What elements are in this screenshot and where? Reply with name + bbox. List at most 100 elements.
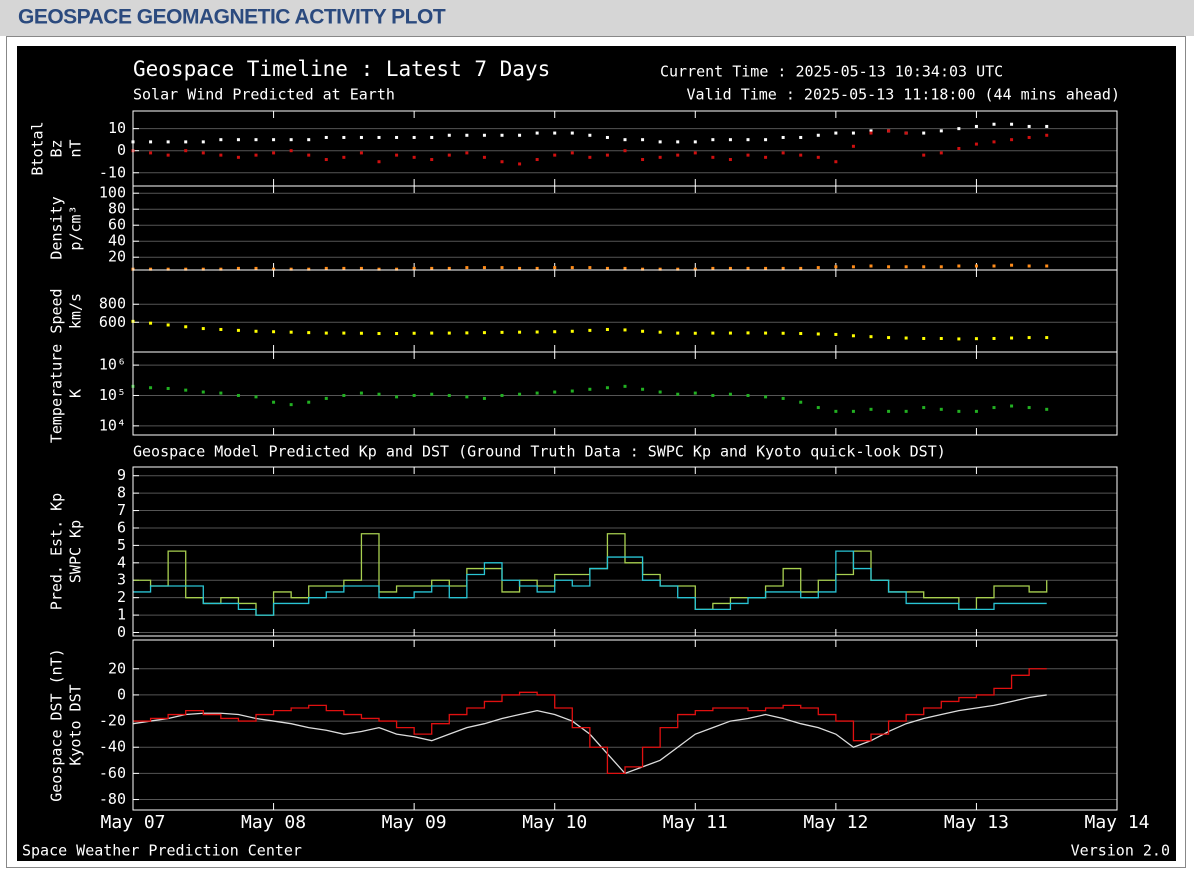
data-point xyxy=(307,153,311,157)
y-tick-label: 20 xyxy=(108,248,126,266)
data-point xyxy=(395,153,399,157)
data-point xyxy=(746,393,750,397)
data-point xyxy=(535,391,539,395)
data-point xyxy=(816,133,820,137)
data-point xyxy=(272,267,276,271)
data-point xyxy=(219,153,223,157)
data-point xyxy=(676,140,680,144)
data-point xyxy=(746,331,750,335)
data-point xyxy=(149,140,153,144)
data-point xyxy=(184,140,188,144)
data-point xyxy=(816,332,820,336)
data-point xyxy=(518,330,522,334)
data-point xyxy=(359,151,363,155)
data-point xyxy=(799,153,803,157)
axis-label: K xyxy=(67,389,85,398)
data-point xyxy=(219,327,223,331)
data-point xyxy=(588,133,592,137)
y-tick-label: 10⁴ xyxy=(99,416,126,434)
data-point xyxy=(869,264,873,268)
data-point xyxy=(482,133,486,137)
data-point xyxy=(570,266,574,270)
data-point xyxy=(869,335,873,339)
data-point xyxy=(324,396,328,400)
data-point xyxy=(887,129,891,133)
y-tick-label: 40 xyxy=(108,232,126,250)
data-point xyxy=(219,138,223,142)
data-point xyxy=(500,393,504,397)
data-point xyxy=(1027,406,1031,410)
data-point xyxy=(465,151,469,155)
data-point xyxy=(922,406,926,410)
plot-background xyxy=(17,46,1176,861)
data-point xyxy=(254,266,258,270)
data-point xyxy=(324,135,328,139)
data-point xyxy=(465,395,469,399)
data-point xyxy=(482,396,486,400)
data-point xyxy=(957,409,961,413)
data-point xyxy=(764,155,768,159)
y-tick-label: 6 xyxy=(117,518,126,536)
data-point xyxy=(816,266,820,270)
data-point xyxy=(553,266,557,270)
data-point xyxy=(605,266,609,270)
data-point xyxy=(518,133,522,137)
data-point xyxy=(781,331,785,335)
data-point xyxy=(992,336,996,340)
data-point xyxy=(658,390,662,394)
data-point xyxy=(641,387,645,391)
data-point xyxy=(201,267,205,271)
data-point xyxy=(149,267,153,271)
data-point xyxy=(623,384,627,388)
data-point xyxy=(781,396,785,400)
data-point xyxy=(939,407,943,411)
data-point xyxy=(974,124,978,128)
y-tick-label: 10 xyxy=(108,119,126,137)
data-point xyxy=(342,135,346,139)
data-point xyxy=(676,153,680,157)
data-point xyxy=(219,267,223,271)
data-point xyxy=(641,267,645,271)
data-point xyxy=(254,329,258,333)
data-point xyxy=(201,327,205,331)
x-tick-label: May 11 xyxy=(663,812,728,833)
data-point xyxy=(289,267,293,271)
data-point xyxy=(166,153,170,157)
data-point xyxy=(447,153,451,157)
data-point xyxy=(676,331,680,335)
x-tick-label: May 07 xyxy=(100,812,165,833)
y-tick-label: -40 xyxy=(99,738,126,756)
axis-label: Btotal xyxy=(29,121,47,175)
data-point xyxy=(887,265,891,269)
data-point xyxy=(412,155,416,159)
data-point xyxy=(377,135,381,139)
data-point xyxy=(605,135,609,139)
data-point xyxy=(359,391,363,395)
data-point xyxy=(395,332,399,336)
data-point xyxy=(623,266,627,270)
data-point xyxy=(851,409,855,413)
data-point xyxy=(430,266,434,270)
data-point xyxy=(447,133,451,137)
data-point xyxy=(535,330,539,334)
data-point xyxy=(395,135,399,139)
data-point xyxy=(553,153,557,157)
axis-label: Density xyxy=(48,196,66,259)
y-tick-label: 10⁵ xyxy=(99,386,126,404)
page-title: GEOSPACE GEOMAGNETIC ACTIVITY PLOT xyxy=(18,6,446,29)
data-point xyxy=(641,158,645,162)
data-point xyxy=(430,135,434,139)
data-point xyxy=(711,266,715,270)
data-point xyxy=(605,386,609,390)
y-tick-label: 1 xyxy=(117,606,126,624)
data-point xyxy=(518,392,522,396)
data-point xyxy=(711,138,715,142)
data-point xyxy=(570,389,574,393)
axis-label: SWPC Kp xyxy=(67,520,85,583)
data-point xyxy=(1027,124,1031,128)
data-point xyxy=(272,330,276,334)
data-point xyxy=(746,138,750,142)
data-point xyxy=(658,155,662,159)
data-point xyxy=(693,140,697,144)
data-point xyxy=(412,331,416,335)
